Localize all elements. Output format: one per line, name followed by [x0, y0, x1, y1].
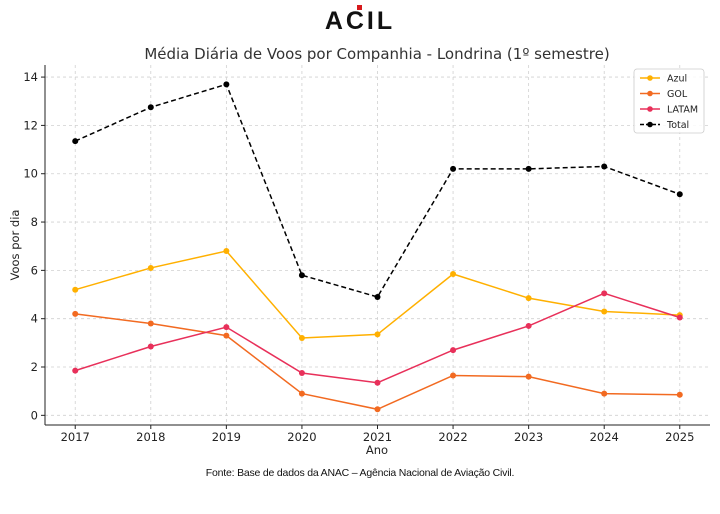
- series-layer: [72, 81, 683, 413]
- legend-item-azul: Azul: [640, 74, 687, 85]
- x-tick-label: 2024: [590, 430, 619, 444]
- y-tick-label: 14: [23, 70, 38, 84]
- y-tick-label: 4: [31, 312, 38, 326]
- acil-logo: ACIL: [325, 5, 395, 35]
- data-point-total: [525, 165, 532, 172]
- data-point-azul: [147, 264, 154, 271]
- logo-accent-mark: [357, 5, 362, 10]
- series-line-total: [74, 83, 681, 298]
- series-gol: [72, 310, 683, 413]
- tick-labels: 2017 2018 2019 2020 2021 2022 2023 2024 2025 0 2 4 6…: [23, 70, 694, 444]
- data-point-azul: [223, 248, 230, 255]
- data-point-latam: [450, 347, 457, 354]
- x-tick-label: 2022: [438, 430, 467, 444]
- data-point-latam: [601, 290, 608, 297]
- logo-text: ACIL: [325, 7, 395, 35]
- series-latam: [72, 290, 683, 386]
- y-tick-label: 2: [31, 360, 38, 374]
- legend-label: LATAM: [667, 105, 698, 116]
- data-point-latam: [374, 379, 381, 386]
- y-tick-label: 0: [31, 408, 38, 422]
- data-point-gol: [72, 310, 79, 317]
- source-note: Fonte: Base de dados da ANAC – Agência N…: [205, 467, 515, 479]
- data-point-latam: [298, 370, 305, 377]
- data-point-total: [450, 165, 457, 172]
- legend-item-latam: LATAM: [640, 105, 698, 116]
- data-point-gol: [601, 390, 608, 397]
- x-tick-label: 2020: [287, 430, 316, 444]
- x-tick-label: 2019: [212, 430, 241, 444]
- data-point-azul: [601, 308, 608, 315]
- data-point-gol: [223, 332, 230, 339]
- legend-swatch-marker: [647, 121, 653, 128]
- data-point-gol: [147, 320, 154, 327]
- legend-swatch-marker: [647, 90, 653, 97]
- data-point-latam: [72, 367, 79, 374]
- data-point-azul: [298, 335, 305, 342]
- x-tick-label: 2017: [61, 430, 90, 444]
- y-tick-label: 10: [23, 167, 38, 181]
- y-axis-label: Voos por dia: [8, 210, 22, 281]
- data-point-gol: [676, 391, 683, 398]
- data-point-total: [374, 293, 381, 300]
- data-point-total: [298, 272, 305, 279]
- legend-label: GOL: [667, 89, 688, 100]
- legend-swatch-marker: [647, 106, 653, 112]
- y-tick-label: 6: [31, 263, 38, 277]
- series-total: [72, 81, 683, 300]
- data-point-total: [601, 163, 608, 170]
- data-point-gol: [374, 406, 381, 413]
- x-tick-label: 2023: [514, 430, 543, 444]
- legend-item-gol: GOL: [640, 89, 688, 100]
- data-point-latam: [147, 343, 154, 350]
- y-tick-label: 8: [31, 215, 38, 229]
- y-tick-label: 12: [23, 118, 38, 132]
- chart-title: Média Diária de Voos por Companhia - Lon…: [144, 45, 609, 63]
- legend: Azul GOL LATAM Total: [633, 68, 705, 134]
- data-point-gol: [450, 372, 457, 379]
- data-point-gol: [298, 390, 305, 397]
- data-point-latam: [676, 314, 683, 321]
- data-point-total: [676, 191, 683, 198]
- x-tick-label: 2021: [363, 430, 392, 444]
- data-point-total: [223, 81, 230, 88]
- data-point-total: [147, 104, 154, 111]
- legend-box: [633, 68, 705, 134]
- legend-label: Azul: [667, 74, 687, 85]
- legend-item-total: Total: [640, 120, 689, 131]
- x-tick-label: 2018: [136, 430, 165, 444]
- legend-swatch-marker: [647, 75, 653, 81]
- data-point-total: [72, 138, 79, 145]
- data-point-azul: [374, 331, 381, 338]
- data-point-latam: [223, 324, 230, 331]
- data-point-latam: [525, 322, 532, 329]
- x-axis-label: Ano: [366, 443, 388, 457]
- grid-lines: [45, 65, 710, 425]
- data-point-azul: [450, 270, 457, 277]
- legend-label: Total: [666, 120, 689, 131]
- x-tick-label: 2025: [665, 430, 694, 444]
- data-point-azul: [525, 295, 532, 302]
- data-point-gol: [525, 373, 532, 380]
- data-point-azul: [72, 286, 79, 293]
